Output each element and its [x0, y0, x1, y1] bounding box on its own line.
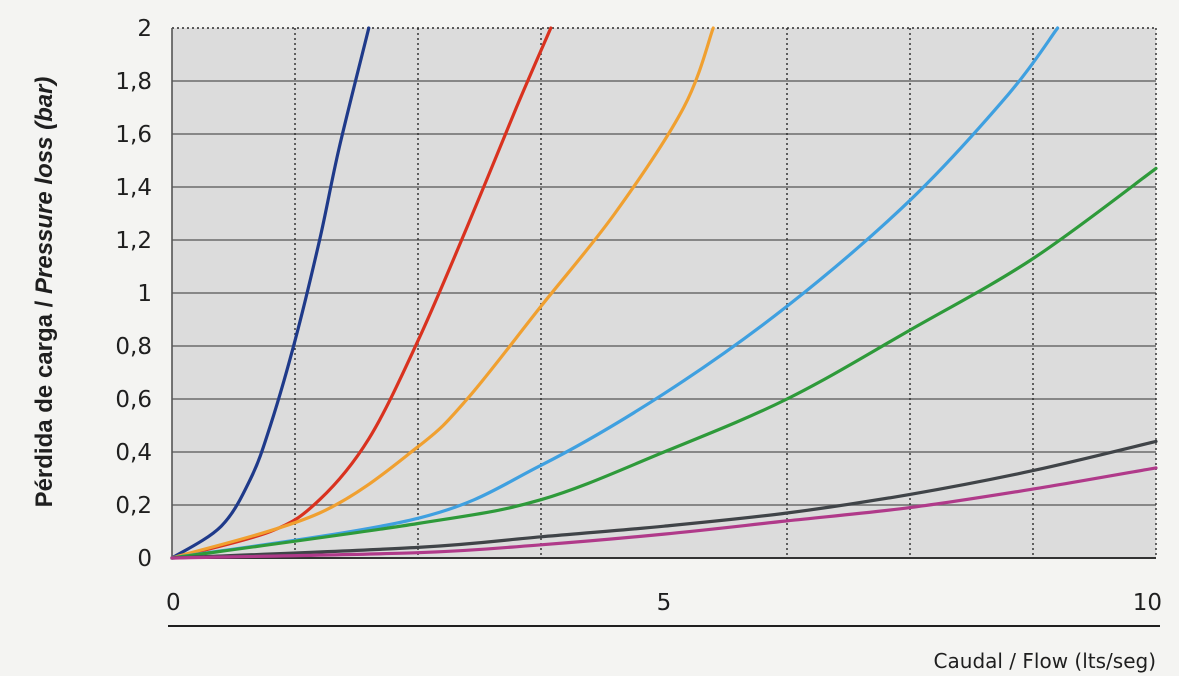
- y-tick-label: 1: [137, 281, 152, 307]
- y-tick-label: 1,6: [115, 122, 152, 148]
- x-tick-labels: 0 5 10: [166, 590, 1162, 616]
- x-tick-label: 0: [166, 590, 181, 616]
- y-tick-label: 1,2: [115, 228, 152, 254]
- series-line-lightblue: [170, 26, 1060, 560]
- x-tick-label: 5: [657, 590, 672, 616]
- y-tick-label: 0,6: [115, 387, 152, 413]
- series-line-green: [170, 166, 1158, 560]
- y-axis-label-plain: Pérdida de carga /: [31, 294, 58, 507]
- vertical-gridlines: [294, 28, 1034, 558]
- y-tick-label: 1,8: [115, 69, 152, 95]
- y-tick-label: 0,8: [115, 334, 152, 360]
- y-tick-label: 0,2: [115, 493, 152, 519]
- x-tick-label: 10: [1133, 590, 1162, 616]
- series-line-magenta: [170, 466, 1158, 560]
- y-axis-label-italic: Pressure loss (bar): [31, 77, 58, 294]
- y-tick-label: 2: [137, 16, 152, 42]
- y-axis-label: Pérdida de carga / Pressure loss (bar): [31, 77, 58, 508]
- x-axis-label: Caudal / Flow (lts/seg): [934, 649, 1156, 673]
- y-tick-label: 0,4: [115, 440, 152, 466]
- series-line-darkgray: [170, 439, 1158, 560]
- series-line-orange: [170, 26, 715, 560]
- y-tick-label: 1,4: [115, 175, 152, 201]
- series-lines: [170, 26, 1158, 560]
- plot-frame: [171, 27, 1157, 559]
- series-line-navy: [170, 26, 371, 560]
- y-tick-label: 0: [137, 546, 152, 572]
- y-tick-labels: 0 0,2 0,4 0,6 0,8 1 1,2 1,4 1,6 1,8 2: [115, 16, 152, 572]
